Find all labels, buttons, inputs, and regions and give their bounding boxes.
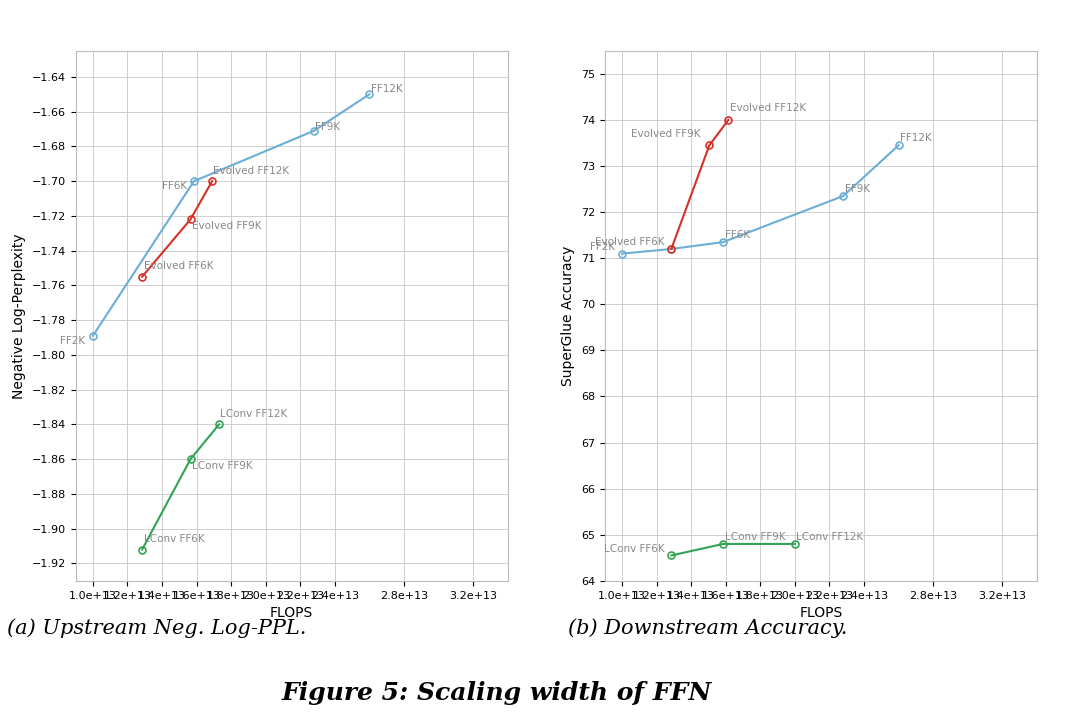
- Text: LConv FF9K: LConv FF9K: [725, 532, 785, 542]
- Text: Figure 5: Scaling width of FFN: Figure 5: Scaling width of FFN: [282, 681, 712, 706]
- X-axis label: FLOPS: FLOPS: [799, 606, 842, 620]
- Y-axis label: Negative Log-Perplexity: Negative Log-Perplexity: [12, 233, 26, 399]
- Text: Evolved FF6K: Evolved FF6K: [595, 237, 664, 247]
- Text: LConv FF12K: LConv FF12K: [220, 409, 287, 419]
- X-axis label: FLOPS: FLOPS: [270, 606, 313, 620]
- Text: FF9K: FF9K: [845, 184, 869, 194]
- Text: FF6K: FF6K: [162, 182, 188, 192]
- Text: Evolved FF12K: Evolved FF12K: [730, 103, 806, 113]
- Y-axis label: SuperGlue Accuracy: SuperGlue Accuracy: [562, 245, 576, 386]
- Text: Evolved FF9K: Evolved FF9K: [192, 221, 261, 232]
- Text: (b) Downstream Accuracy.: (b) Downstream Accuracy.: [568, 618, 847, 638]
- Text: FF6K: FF6K: [725, 230, 750, 240]
- Text: FF12K: FF12K: [370, 84, 403, 94]
- Text: Evolved FF9K: Evolved FF9K: [631, 129, 701, 139]
- Text: LConv FF6K: LConv FF6K: [144, 534, 204, 544]
- Text: LConv FF6K: LConv FF6K: [604, 544, 664, 553]
- Text: FF2K: FF2K: [590, 242, 616, 252]
- Text: Evolved FF6K: Evolved FF6K: [144, 261, 214, 272]
- Text: Evolved FF12K: Evolved FF12K: [214, 166, 289, 176]
- Text: FF9K: FF9K: [315, 122, 340, 132]
- Text: FF2K: FF2K: [60, 336, 85, 346]
- Text: LConv FF12K: LConv FF12K: [796, 532, 864, 542]
- Text: FF12K: FF12K: [900, 134, 932, 143]
- Text: LConv FF9K: LConv FF9K: [192, 461, 253, 471]
- Text: (a) Upstream Neg. Log-PPL.: (a) Upstream Neg. Log-PPL.: [6, 618, 307, 638]
